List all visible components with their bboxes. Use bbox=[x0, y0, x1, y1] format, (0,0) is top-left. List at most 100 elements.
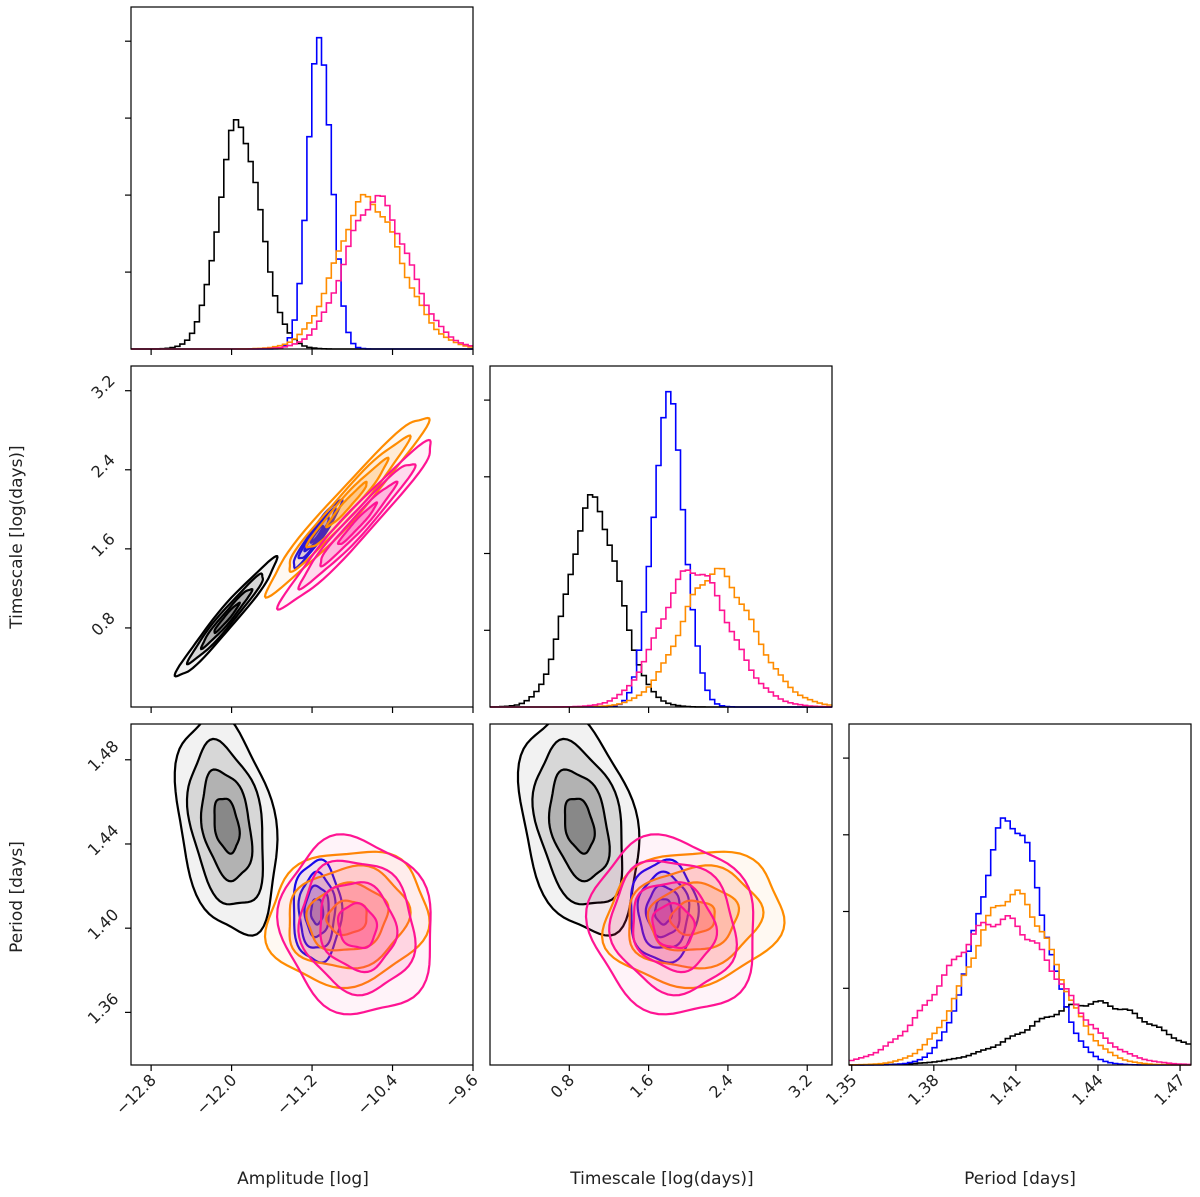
x-axis-label-period: Period [days] bbox=[964, 1169, 1076, 1189]
x-tick-label: −9.6 bbox=[441, 1070, 482, 1111]
density-fill-magenta bbox=[277, 834, 431, 1015]
contour-black bbox=[185, 572, 265, 666]
contour-black bbox=[173, 554, 279, 678]
contour-blue bbox=[636, 870, 691, 949]
density-fill-orange bbox=[289, 435, 411, 572]
contour-black bbox=[199, 587, 254, 651]
density-fill-magenta bbox=[652, 903, 695, 948]
y-tick-label: 3.2 bbox=[87, 371, 118, 402]
contour-blue bbox=[297, 506, 337, 560]
panel-frame bbox=[130, 365, 474, 708]
contour-orange bbox=[288, 434, 412, 574]
contour-blue bbox=[644, 884, 681, 939]
hist-per-blue bbox=[849, 817, 1191, 1066]
density-fill-orange bbox=[326, 900, 367, 935]
hist-tau-orange bbox=[490, 567, 832, 708]
contour-black bbox=[185, 737, 265, 906]
contour-magenta bbox=[319, 480, 399, 568]
y-axis-label-timescale: Timescale [log(days)] bbox=[7, 445, 27, 629]
contour-black bbox=[173, 724, 279, 937]
hist-per-magenta bbox=[849, 915, 1191, 1066]
y-tick-label: 1.44 bbox=[84, 821, 123, 860]
contour-blue bbox=[297, 870, 337, 949]
density-fill-magenta bbox=[298, 860, 416, 996]
x-tick-label: −12.0 bbox=[192, 1070, 240, 1118]
hist-per-orange bbox=[849, 889, 1191, 1066]
panel-frame bbox=[130, 6, 474, 350]
density-fill-orange bbox=[289, 865, 411, 969]
contour-magenta bbox=[275, 438, 432, 611]
density-fill-orange bbox=[629, 865, 764, 969]
hist-per-black bbox=[849, 1000, 1191, 1066]
density-fill-magenta bbox=[586, 834, 754, 1015]
x-tick-label: 1.35 bbox=[822, 1070, 861, 1109]
density-fill-magenta bbox=[320, 882, 398, 973]
density-fill-black bbox=[518, 724, 640, 936]
density-fill-black bbox=[214, 798, 240, 854]
contour-orange bbox=[305, 456, 390, 549]
contour-magenta bbox=[336, 901, 379, 950]
y-axis-label-period: Period [days] bbox=[7, 841, 27, 953]
density-fill-magenta bbox=[338, 502, 377, 544]
x-tick-label: −12.8 bbox=[112, 1070, 160, 1118]
y-tick-label: 1.40 bbox=[84, 905, 123, 944]
y-tick-label: 1.36 bbox=[84, 989, 123, 1028]
x-tick-label: 0.8 bbox=[547, 1070, 578, 1101]
x-tick-label: 1.44 bbox=[1068, 1070, 1107, 1109]
x-axis-label-timescale: Timescale [log(days)] bbox=[569, 1169, 753, 1189]
contours-amp-per bbox=[173, 724, 432, 1016]
contour-orange bbox=[288, 864, 412, 970]
contours-tau-per bbox=[516, 724, 786, 1016]
y-tick-label: 1.6 bbox=[87, 529, 118, 560]
density-fill-magenta bbox=[338, 903, 377, 948]
contour-black bbox=[531, 737, 624, 906]
y-tick-label: 1.48 bbox=[84, 737, 123, 776]
contour-magenta bbox=[275, 833, 432, 1016]
panel-frame bbox=[489, 365, 833, 708]
density-fill-black bbox=[201, 769, 253, 882]
contour-orange bbox=[325, 480, 368, 529]
density-fill-orange bbox=[326, 481, 367, 528]
contour-magenta bbox=[297, 463, 417, 591]
contour-black bbox=[199, 768, 254, 883]
contour-blue bbox=[292, 858, 344, 964]
x-tick-label: 2.4 bbox=[705, 1070, 736, 1101]
contour-orange bbox=[600, 850, 786, 990]
contour-black bbox=[547, 768, 611, 883]
hist-tau-magenta bbox=[490, 569, 832, 708]
density-fill-black bbox=[187, 573, 263, 665]
x-tick-label: 3.2 bbox=[785, 1070, 816, 1101]
contour-magenta bbox=[584, 833, 755, 1016]
contour-black bbox=[563, 797, 596, 855]
density-fill-magenta bbox=[320, 481, 398, 567]
contour-black bbox=[213, 601, 242, 635]
hist-tau-blue bbox=[490, 390, 832, 708]
y-tick-label: 0.8 bbox=[87, 608, 118, 639]
y-tick-label: 2.4 bbox=[87, 450, 118, 481]
density-fill-black bbox=[214, 602, 240, 633]
density-fill-orange bbox=[265, 418, 430, 598]
x-tick-label: 1.41 bbox=[986, 1070, 1025, 1109]
contours-amp-tau bbox=[173, 416, 432, 678]
contour-black bbox=[213, 797, 241, 855]
contour-orange bbox=[646, 881, 741, 952]
contour-magenta bbox=[297, 859, 417, 997]
contour-blue bbox=[303, 884, 330, 939]
contour-magenta bbox=[651, 901, 696, 950]
contour-blue bbox=[630, 858, 700, 964]
density-fill-magenta bbox=[277, 440, 431, 610]
x-tick-label: 1.38 bbox=[904, 1070, 943, 1109]
x-axis-label-amplitude: Amplitude [log] bbox=[237, 1169, 369, 1189]
density-fill-black bbox=[549, 769, 610, 882]
x-tick-label: 1.47 bbox=[1150, 1070, 1189, 1109]
x-tick-label: −11.2 bbox=[273, 1070, 321, 1118]
panel-frame bbox=[848, 723, 1192, 1066]
density-fill-orange bbox=[306, 882, 389, 951]
density-fill-black bbox=[565, 798, 595, 854]
panel-frame bbox=[489, 723, 833, 1066]
density-fill-black bbox=[174, 724, 278, 936]
x-tick-label: 1.6 bbox=[626, 1070, 657, 1101]
panel-frame bbox=[130, 723, 474, 1066]
density-fill-magenta bbox=[609, 860, 737, 996]
